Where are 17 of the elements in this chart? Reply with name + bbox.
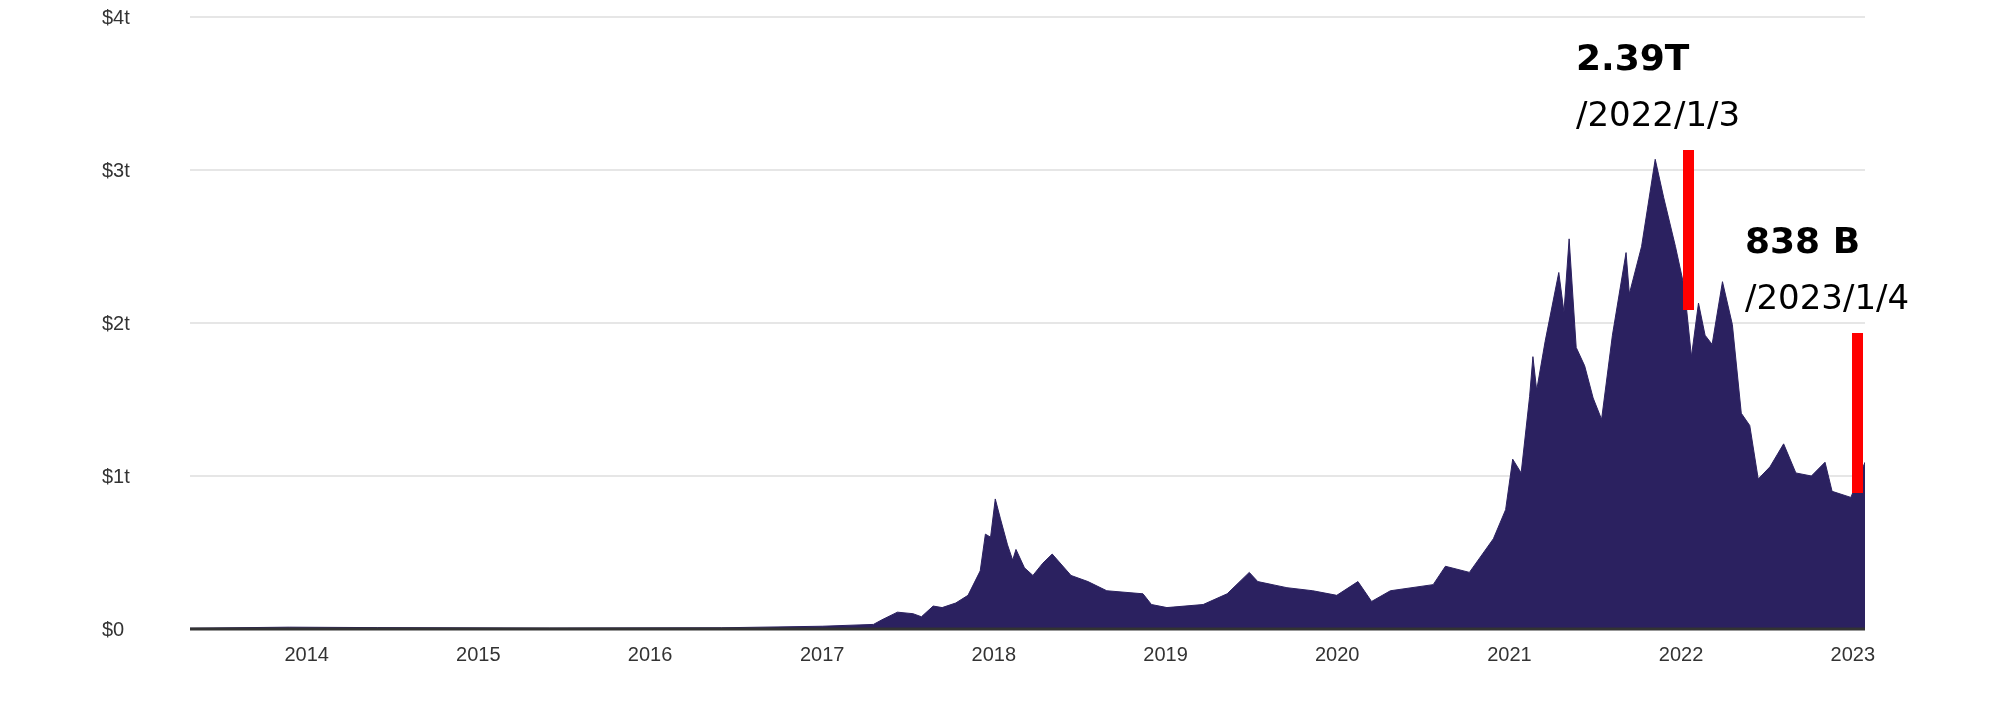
x-tick-label: 2021 (1487, 643, 1532, 666)
y-tick-label: $1t (102, 465, 131, 488)
x-tick-label: 2019 (1143, 643, 1188, 666)
x-tick-label: 2020 (1314, 643, 1360, 666)
x-tick-label: 2016 (627, 643, 673, 666)
x-tick-label: 2014 (284, 643, 329, 666)
y-tick-label: $3t (102, 159, 131, 182)
x-tick-label: 2018 (971, 643, 1017, 666)
x-tick-label: 2015 (456, 643, 501, 666)
x-tick-label: 2022 (1658, 643, 1704, 666)
annotation: 838 B /2023/1/4 (1745, 220, 1910, 317)
y-tick-label: $2t (102, 312, 131, 335)
y-tick-label: $4t (102, 6, 131, 29)
y-tick-label: $0 (102, 618, 125, 641)
x-tick-label: 2017 (799, 643, 845, 666)
annotation: 2.39T /2022/1/3 (1576, 37, 1741, 134)
x-tick-label: 2023 (1830, 643, 1876, 666)
